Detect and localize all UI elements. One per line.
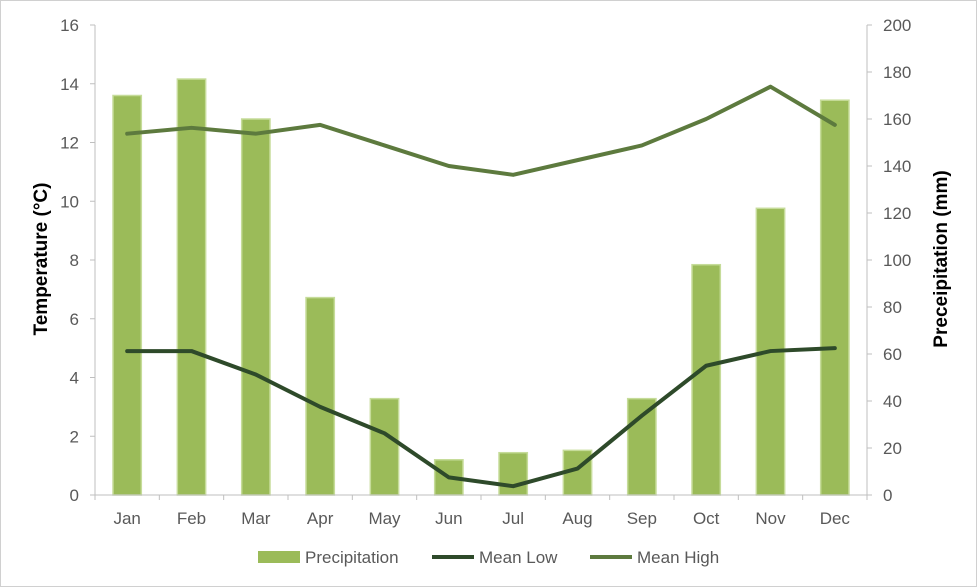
x-ticks: Jan Feb Mar Apr May Jun Jul Aug Sep Oct Nov Dec — [94, 495, 868, 528]
precipitation-bar — [819, 99, 850, 496]
left-axis-title: Temperature (°C) — [31, 183, 52, 336]
left-tick-label: 14 — [60, 75, 79, 94]
left-tick-label: 8 — [70, 251, 79, 270]
left-tick-label: 16 — [60, 16, 79, 35]
x-tick-label: Dec — [820, 509, 851, 528]
left-tick-label: 6 — [70, 310, 79, 329]
precipitation-bar — [691, 263, 722, 496]
left-tick-label: 10 — [60, 192, 79, 211]
left-tick-label: 2 — [70, 427, 79, 446]
precipitation-bar — [498, 451, 529, 496]
series-line-mean-high — [125, 84, 837, 177]
x-tick-label: Mar — [241, 509, 271, 528]
temperature-lines — [125, 84, 837, 489]
precipitation-bar — [240, 118, 271, 496]
right-tick-label: 100 — [883, 251, 911, 270]
left-tick-label: 4 — [70, 369, 79, 388]
right-tick-label: 200 — [883, 16, 911, 35]
right-tick-label: 120 — [883, 204, 911, 223]
right-tick-label: 80 — [883, 298, 902, 317]
right-tick-label: 40 — [883, 392, 902, 411]
series-line-mean-low — [125, 346, 837, 489]
x-tick-label: Jul — [502, 509, 524, 528]
right-tick-label: 0 — [883, 486, 892, 505]
precipitation-bar — [369, 397, 400, 496]
legend-label-mean-high: Mean High — [637, 548, 719, 567]
right-y-ticks: 0 20 40 60 80 100 120 140 160 180 200 — [867, 16, 911, 505]
x-tick-label: Aug — [562, 509, 592, 528]
legend-label-precipitation: Precipitation — [305, 548, 399, 567]
left-tick-label: 12 — [60, 134, 79, 153]
x-tick-label: Nov — [755, 509, 786, 528]
x-tick-label: Oct — [693, 509, 720, 528]
precipitation-bar — [176, 78, 207, 496]
precipitation-bar — [305, 296, 336, 496]
precipitation-bars — [112, 78, 850, 496]
legend-swatch-precipitation — [258, 551, 300, 563]
x-tick-label: May — [368, 509, 401, 528]
left-y-ticks: 0 2 4 6 8 10 12 14 16 — [60, 16, 95, 505]
right-tick-label: 160 — [883, 110, 911, 129]
legend-label-mean-low: Mean Low — [479, 548, 558, 567]
x-tick-label: Jun — [435, 509, 462, 528]
x-tick-label: Feb — [177, 509, 206, 528]
right-axis-title: Preceipitation (mm) — [931, 170, 952, 347]
right-tick-label: 140 — [883, 157, 911, 176]
precipitation-bar — [112, 94, 143, 496]
x-tick-label: Sep — [627, 509, 657, 528]
x-tick-label: Apr — [307, 509, 334, 528]
legend: Precipitation Mean Low Mean High — [258, 548, 719, 567]
x-tick-label: Jan — [113, 509, 140, 528]
left-tick-label: 0 — [70, 486, 79, 505]
right-tick-label: 60 — [883, 345, 902, 364]
right-tick-label: 20 — [883, 439, 902, 458]
right-tick-label: 180 — [883, 63, 911, 82]
precipitation-bar — [626, 397, 657, 496]
